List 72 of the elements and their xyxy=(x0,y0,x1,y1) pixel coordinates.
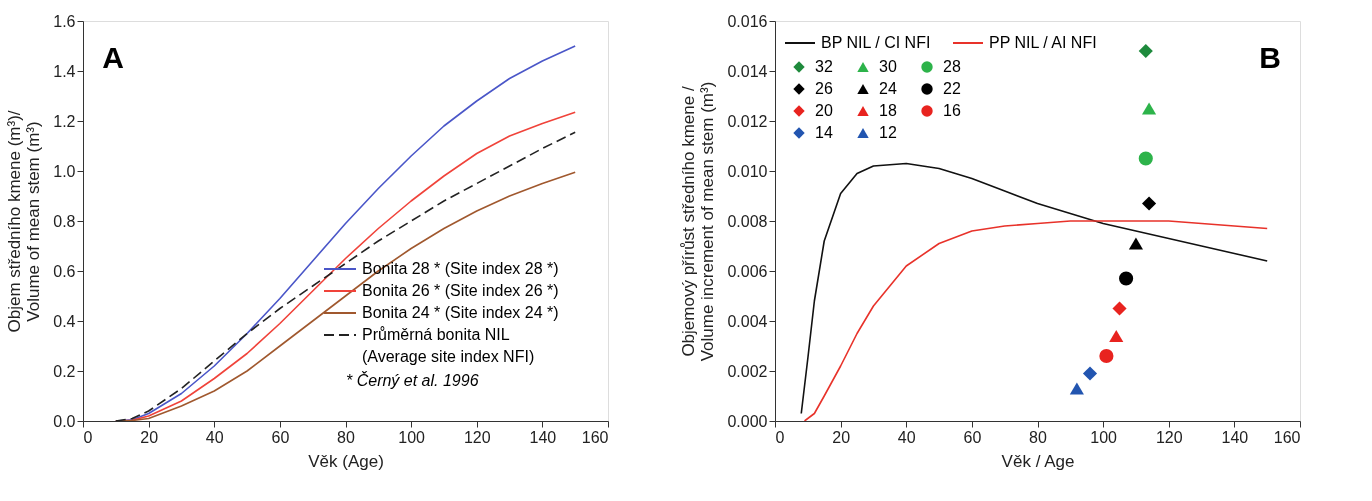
y-tick-label: 1.4 xyxy=(53,62,76,80)
point xyxy=(1112,301,1127,316)
legend-label: 16 xyxy=(943,102,961,119)
legend-label: 32 xyxy=(815,58,833,75)
legend-label: 20 xyxy=(815,102,833,119)
legend-label: PP NIL / AI NFI xyxy=(989,34,1097,51)
point xyxy=(1099,348,1114,364)
annotation: * Černý et al. 1996 xyxy=(346,371,479,389)
x-tick-label: 20 xyxy=(140,428,159,446)
y-tick-label: 0.004 xyxy=(727,312,768,330)
x-axis-title: Věk / Age xyxy=(1001,451,1075,471)
y-tick-label: 0.6 xyxy=(53,262,76,280)
legend-label: Průměrná bonita NIL (Average site index NFI) xyxy=(362,326,535,365)
x-tick-label: 100 xyxy=(1090,428,1118,446)
legend-label: BP NIL / CI NFI xyxy=(821,34,931,51)
legend-label: 18 xyxy=(879,102,897,119)
x-tick-label: 120 xyxy=(1155,428,1183,446)
y-tick-label: 0.002 xyxy=(727,362,768,380)
legend-label: 22 xyxy=(943,80,961,97)
y-axis-title: Objem středního kmene (m³)/ Volume of mean stem (m³) xyxy=(5,110,44,333)
x-tick-label: 0 xyxy=(775,428,785,446)
x-tick-label: 40 xyxy=(897,428,916,446)
x-tick-label: 120 xyxy=(463,428,491,446)
x-tick-label: 140 xyxy=(529,428,557,446)
y-tick-label: 0.012 xyxy=(727,112,768,130)
y-tick-label: 0.4 xyxy=(53,312,76,330)
point xyxy=(1141,102,1157,115)
annotation: B xyxy=(1259,41,1281,74)
point xyxy=(1138,151,1153,166)
legend-label: 26 xyxy=(815,80,833,97)
legend-label: 14 xyxy=(815,124,833,141)
x-tick-label: 60 xyxy=(271,428,290,446)
point xyxy=(1109,329,1124,343)
legend-label: Bonita 26 * (Site index 26 *) xyxy=(362,282,559,299)
y-tick-label: 1.6 xyxy=(53,12,76,30)
x-tick-label: 160 xyxy=(581,428,609,446)
line-series xyxy=(803,220,1268,421)
y-tick-label: 0.008 xyxy=(727,212,768,230)
legend-label: 12 xyxy=(879,124,897,141)
legend-label: 24 xyxy=(879,80,897,97)
y-axis-title: Objemový přírůst středního kmene / Volume increment of mean stem (m³) xyxy=(679,81,718,362)
x-tick-label: 140 xyxy=(1221,428,1249,446)
x-axis-title: Věk (Age) xyxy=(308,451,384,471)
x-tick-label: 0 xyxy=(83,428,93,446)
x-tick-label: 20 xyxy=(832,428,851,446)
point xyxy=(1128,237,1144,250)
line-series xyxy=(800,162,1268,415)
y-tick-label: 0.010 xyxy=(727,162,768,180)
y-tick-label: 0.2 xyxy=(53,362,76,380)
point xyxy=(1069,382,1084,395)
y-tick-label: 0.014 xyxy=(727,62,768,80)
legend-label: Bonita 24 * (Site index 24 *) xyxy=(362,304,559,321)
point xyxy=(1119,271,1134,286)
legend-label: 28 xyxy=(943,58,961,75)
y-tick-label: 0.0 xyxy=(53,412,76,430)
x-tick-label: 100 xyxy=(398,428,426,446)
annotation: A xyxy=(102,41,124,74)
y-tick-label: 0.016 xyxy=(727,12,768,30)
x-tick-label: 40 xyxy=(205,428,224,446)
y-tick-label: 0.8 xyxy=(53,212,76,230)
y-tick-label: 1.2 xyxy=(53,112,76,130)
y-tick-label: 1.0 xyxy=(53,162,76,180)
x-tick-label: 160 xyxy=(1273,428,1301,446)
point xyxy=(1138,43,1153,59)
x-tick-label: 80 xyxy=(337,428,355,446)
legend-label: 30 xyxy=(879,58,897,75)
point xyxy=(1082,366,1098,381)
y-tick-label: 0.006 xyxy=(727,262,768,280)
y-tick-label: 0.000 xyxy=(727,412,768,430)
x-tick-label: 80 xyxy=(1029,428,1047,446)
point xyxy=(1141,196,1157,211)
x-tick-label: 60 xyxy=(963,428,982,446)
